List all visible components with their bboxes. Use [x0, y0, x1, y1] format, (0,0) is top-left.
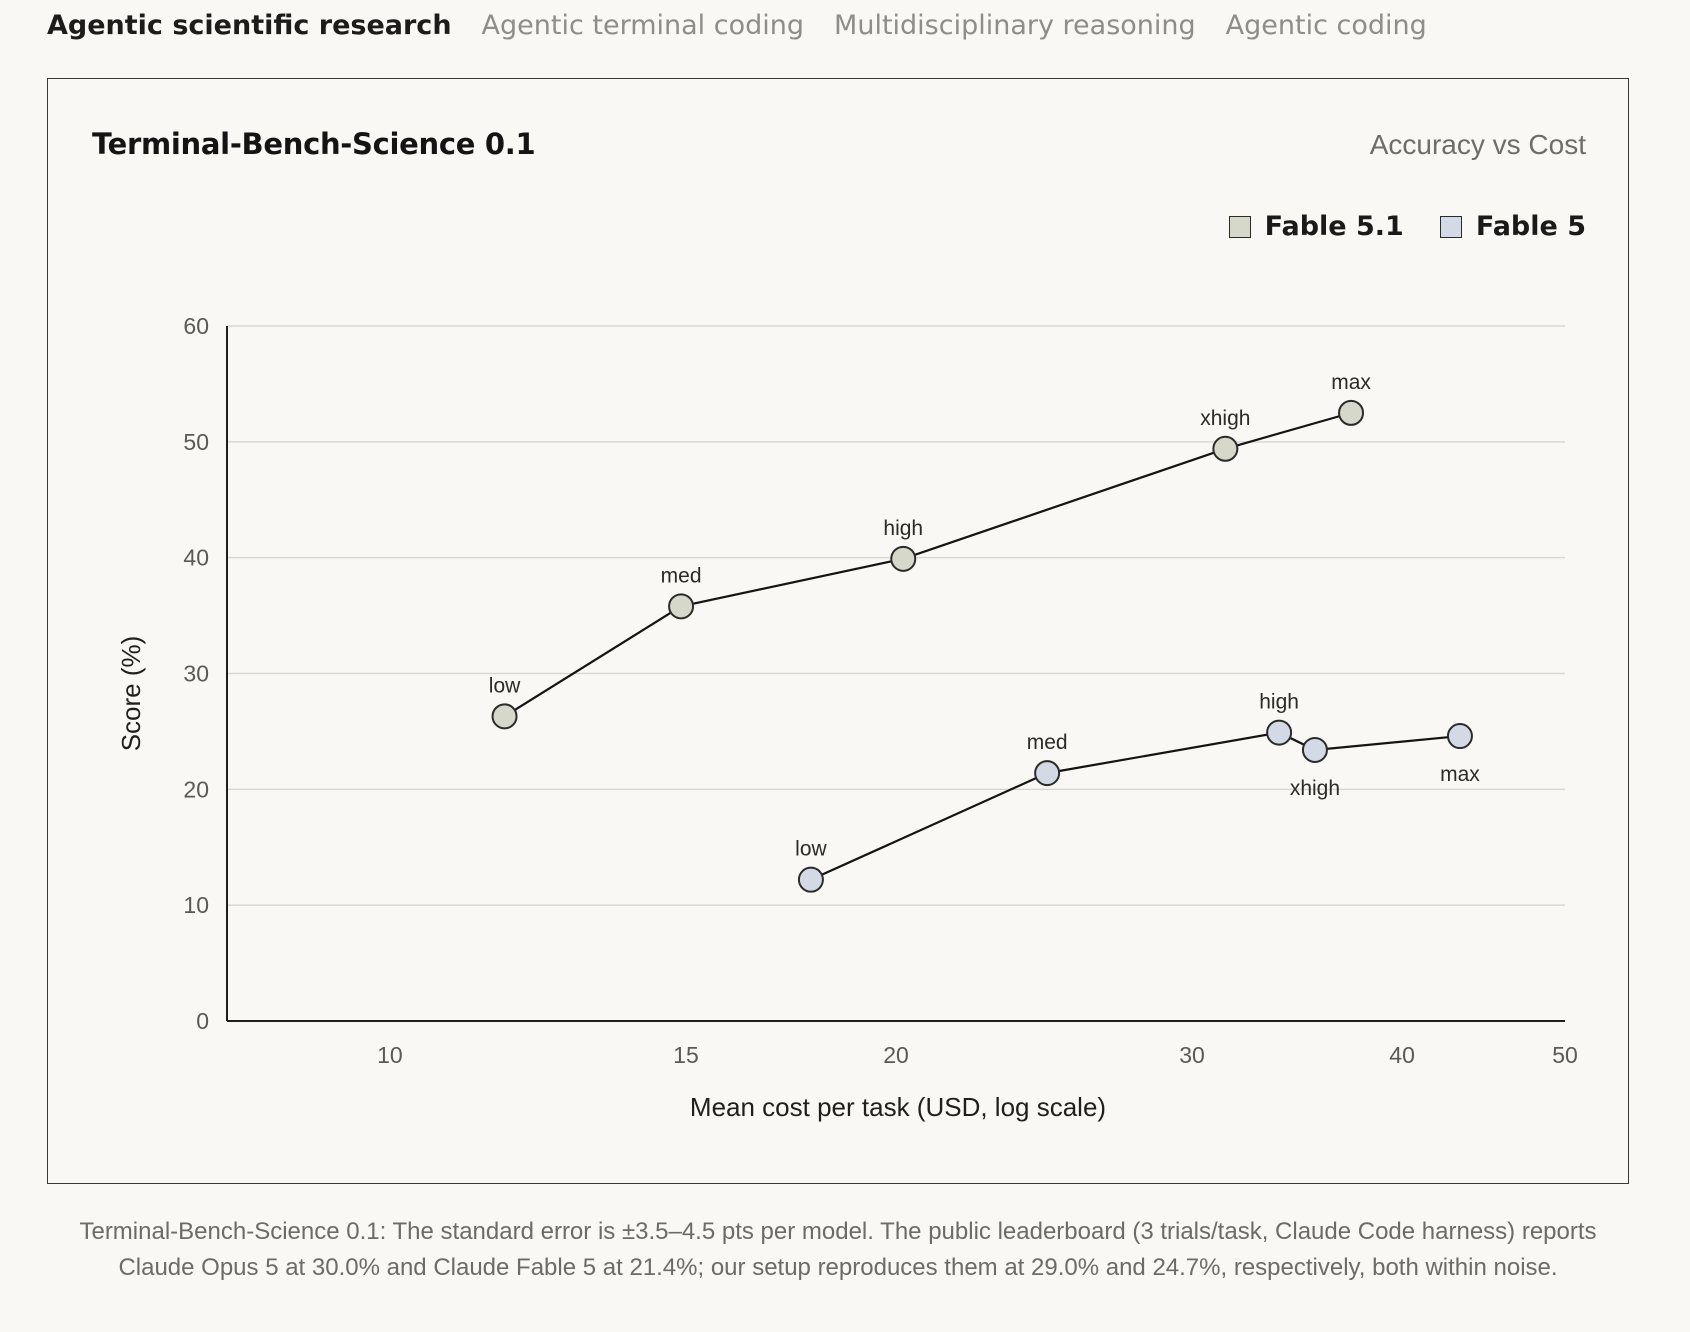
data-point-1-med	[1034, 760, 1061, 787]
legend-item-fable-5-1: Fable 5.1	[1228, 211, 1404, 242]
legend-swatch-fable-5	[1439, 215, 1462, 238]
point-label-0-xhigh: xhigh	[1200, 407, 1250, 430]
x-tick-label-40: 40	[1389, 1042, 1415, 1068]
point-label-0-med: med	[661, 564, 702, 587]
y-tick-label-0: 0	[196, 1008, 209, 1034]
legend-label-fable-5-1: Fable 5.1	[1264, 211, 1404, 242]
y-tick-label-20: 20	[183, 776, 209, 802]
point-label-1-max: max	[1440, 763, 1480, 786]
x-tick-label-15: 15	[673, 1042, 699, 1068]
legend-swatch-fable-5-1	[1228, 215, 1251, 238]
data-point-1-max	[1446, 723, 1473, 750]
chart-title: Terminal-Bench-Science 0.1	[92, 127, 536, 161]
x-tick-label-50: 50	[1552, 1042, 1578, 1068]
chart-card: 0 10 20 30 40 50 60 10 15 20 30 40 50 Mean cost per t…	[47, 78, 1629, 1184]
data-point-1-low	[797, 866, 824, 893]
point-label-1-med: med	[1027, 731, 1068, 754]
tab-agentic-terminal-coding[interactable]: Agentic terminal coding	[481, 10, 805, 41]
tab-agentic-scientific-research[interactable]: Agentic scientific research	[47, 10, 452, 41]
data-point-0-max	[1338, 399, 1365, 426]
legend-item-fable-5: Fable 5	[1439, 211, 1586, 242]
legend-label-fable-5: Fable 5	[1475, 211, 1586, 242]
series-line-1	[810, 731, 1461, 881]
y-tick-label-60: 60	[183, 313, 209, 339]
x-tick-label-30: 30	[1179, 1042, 1205, 1068]
tab-multidisciplinary-reasoning[interactable]: Multidisciplinary reasoning	[834, 10, 1196, 41]
point-label-0-high: high	[883, 517, 923, 540]
tab-agentic-coding[interactable]: Agentic coding	[1225, 10, 1427, 41]
chart-legend: Fable 5.1 Fable 5	[1228, 211, 1586, 242]
data-point-1-high	[1266, 719, 1293, 746]
y-axis-label: Score (%)	[116, 636, 146, 752]
chart-plot: 0 10 20 30 40 50 60 10 15 20 30 40 50 Mean cost per t…	[116, 313, 1578, 1122]
data-point-0-low	[491, 703, 518, 730]
point-label-0-low: low	[489, 674, 521, 697]
data-point-1-xhigh	[1301, 736, 1328, 763]
point-label-0-max: max	[1331, 371, 1371, 394]
data-point-0-xhigh	[1212, 435, 1239, 462]
x-tick-label-10: 10	[377, 1042, 403, 1068]
y-tick-label-50: 50	[183, 429, 209, 455]
y-tick-label-30: 30	[183, 661, 209, 687]
chart-caption: Terminal-Bench-Science 0.1: The standard…	[79, 1218, 1597, 1281]
data-point-0-med	[668, 593, 695, 620]
benchmark-tabs: Agentic scientific research Agentic term…	[47, 8, 1427, 43]
y-tick-label-10: 10	[183, 892, 209, 918]
data-point-0-high	[890, 545, 917, 572]
chart-subtitle: Accuracy vs Cost	[1369, 129, 1586, 160]
point-label-1-high: high	[1259, 691, 1299, 714]
point-label-1-xhigh: xhigh	[1290, 777, 1340, 800]
point-label-1-low: low	[795, 838, 827, 861]
x-axis-label: Mean cost per task (USD, log scale)	[690, 1092, 1106, 1122]
x-tick-label-20: 20	[883, 1042, 909, 1068]
y-tick-label-40: 40	[183, 545, 209, 571]
